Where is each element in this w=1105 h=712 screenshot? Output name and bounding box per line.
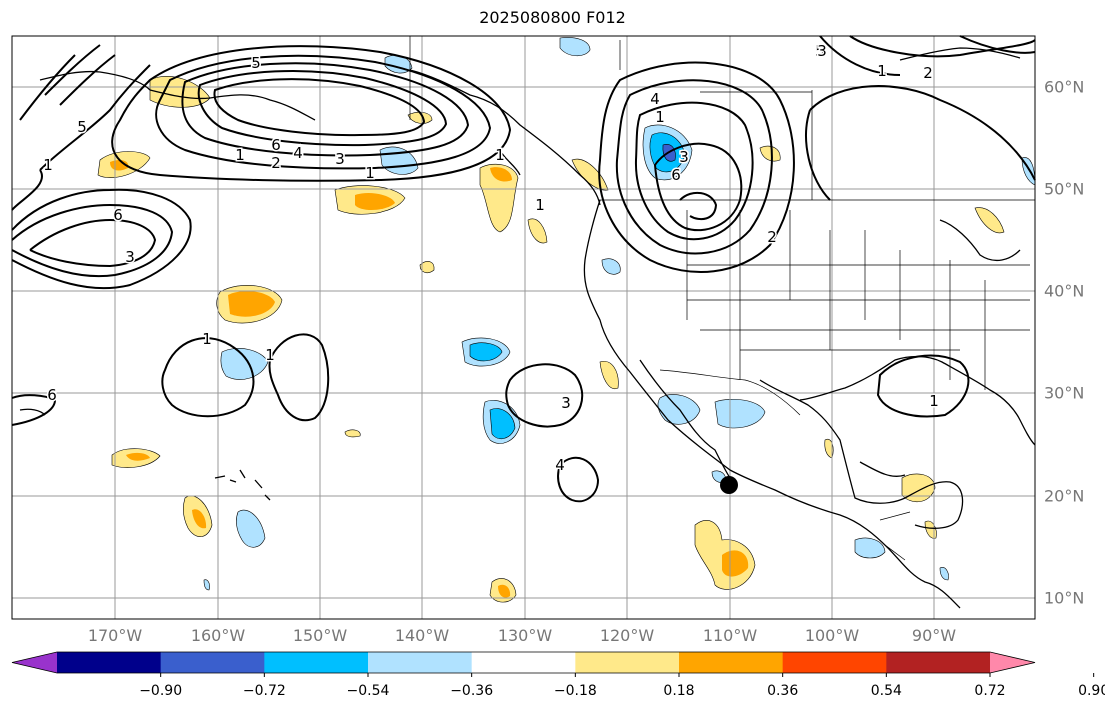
shade-negative xyxy=(601,258,621,275)
colorbar-tick-label: −0.72 xyxy=(242,683,286,699)
latitude-label: 40°N xyxy=(1044,281,1085,301)
contour-label: 6 xyxy=(671,166,681,184)
contour-label: 5 xyxy=(251,54,261,72)
contour-label: 4 xyxy=(293,144,303,162)
colorbar-tick-label: −0.54 xyxy=(346,683,390,699)
country-borders xyxy=(409,36,1035,561)
colorbar-segment xyxy=(368,652,473,673)
contour-label: 1 xyxy=(235,146,245,164)
contour-label: 1 xyxy=(655,108,665,126)
colorbar xyxy=(11,651,1095,677)
colorbar-segment xyxy=(57,652,162,673)
longitude-label: 170°W xyxy=(87,626,143,645)
contour-label: 2 xyxy=(923,64,933,82)
contour-label: 2 xyxy=(767,228,777,246)
longitude-label: 150°W xyxy=(292,626,348,645)
shade-negative-mid xyxy=(489,408,516,440)
map-title: 2025080800 F012 xyxy=(479,8,626,27)
longitude-label: 90°W xyxy=(911,626,957,645)
shade-positive-core xyxy=(126,452,150,461)
coastlines xyxy=(19,47,1036,609)
colorbar-tick-label: 0.36 xyxy=(767,683,799,699)
contour-label: 3 xyxy=(335,150,345,168)
shade-positive-core xyxy=(498,584,511,598)
colorbar-tick-label: 0.54 xyxy=(870,683,902,699)
latitude-label: 30°N xyxy=(1044,383,1085,403)
contour-label: 4 xyxy=(555,456,565,474)
colorbar-segment xyxy=(679,652,784,673)
plot-frame xyxy=(11,35,1036,620)
contour-label: 1 xyxy=(43,156,53,174)
storm-position-marker xyxy=(720,476,738,494)
colorbar-segment xyxy=(471,652,576,673)
shade-negative xyxy=(939,567,949,581)
shade-positive xyxy=(479,163,519,233)
longitude-label: 130°W xyxy=(497,626,553,645)
colorbar-segment xyxy=(575,652,680,673)
colorbar-segment xyxy=(886,652,991,673)
latitude-label: 10°N xyxy=(1044,588,1085,608)
contour-label: 6 xyxy=(271,136,281,154)
contour-label: 3 xyxy=(561,394,571,412)
contour-label: 6 xyxy=(47,386,57,404)
colorbar-tick-label: 0.90 xyxy=(1078,683,1105,699)
contour-label: 6 xyxy=(113,206,123,224)
shade-positive xyxy=(527,218,548,244)
colorbar-segment xyxy=(160,652,265,673)
longitude-label: 160°W xyxy=(190,626,246,645)
contour-label: 4 xyxy=(650,90,660,108)
colorbar-outline xyxy=(11,651,1036,674)
shade-negative xyxy=(236,509,266,548)
colorbar-segment xyxy=(264,652,369,673)
colorbar-tick-label: −0.90 xyxy=(139,683,183,699)
colorbar-extend-min xyxy=(12,652,57,673)
contour-label: 1 xyxy=(202,330,212,348)
colorbar-tick-label: 0.18 xyxy=(663,683,695,699)
contour-label: 1 xyxy=(929,392,939,410)
longitude-label: 100°W xyxy=(804,626,860,645)
contour-label: 3 xyxy=(125,248,135,266)
contour-lines xyxy=(11,35,1036,503)
latitude-label: 20°N xyxy=(1044,486,1085,506)
shade-negative xyxy=(203,579,210,591)
colorbar-segment xyxy=(782,652,887,673)
latitude-label: 60°N xyxy=(1044,77,1085,97)
contour-label: 5 xyxy=(77,118,87,136)
shade-positive xyxy=(759,145,781,162)
contour-label: 3 xyxy=(817,42,827,60)
colorbar-tick-label: 0.72 xyxy=(974,683,1006,699)
contour-label: 1 xyxy=(877,62,887,80)
longitude-label: 140°W xyxy=(394,626,450,645)
shade-positive-core xyxy=(355,192,395,211)
colorbar-tick-label: −0.18 xyxy=(553,683,597,699)
contour-label: 1 xyxy=(535,196,545,214)
latitude-label: 50°N xyxy=(1044,179,1085,199)
shade-positive-core xyxy=(228,291,275,317)
shade-negative xyxy=(559,37,591,57)
shade-positive xyxy=(599,361,619,390)
contour-label: 3 xyxy=(679,148,689,166)
shade-negative xyxy=(714,399,766,429)
shade-positive-core xyxy=(722,550,749,577)
contour-label: 1 xyxy=(365,164,375,182)
shade-negative xyxy=(854,537,886,559)
map-gridlines xyxy=(12,36,1035,619)
shade-negative-mid xyxy=(469,342,503,362)
colorbar-tick-label: −0.36 xyxy=(450,683,494,699)
longitude-label: 110°W xyxy=(702,626,758,645)
shade-positive-core xyxy=(490,167,512,182)
shade-positive xyxy=(407,111,433,124)
contour-label: 1 xyxy=(495,146,505,164)
contour-label: 5 xyxy=(815,42,825,60)
colorbar-extend-max xyxy=(990,652,1035,673)
shade-positive xyxy=(344,429,361,438)
shade-negative xyxy=(220,348,269,380)
contour-label: 1 xyxy=(265,346,275,364)
shade-positive xyxy=(974,207,1005,234)
longitude-label: 120°W xyxy=(599,626,655,645)
shade-positive-core xyxy=(192,509,207,529)
contour-label: 2 xyxy=(271,154,281,172)
